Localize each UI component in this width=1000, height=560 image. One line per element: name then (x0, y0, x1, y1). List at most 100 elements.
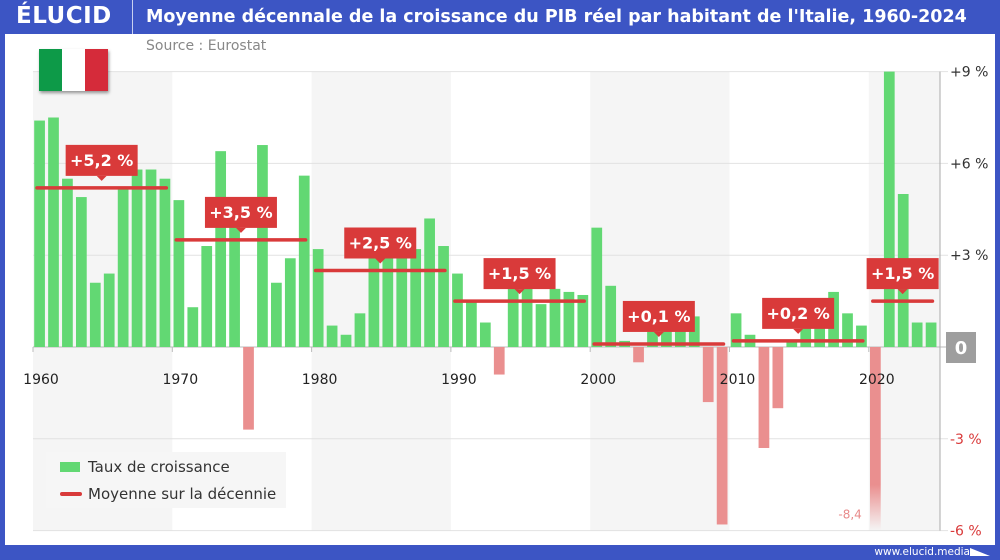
y-tick-label: -3 % (950, 432, 982, 448)
bar-1971 (187, 307, 199, 347)
footer-url[interactable]: www.elucid.media (874, 546, 970, 558)
bar-1996 (535, 304, 547, 347)
bar-1982 (340, 334, 352, 347)
bar-2012 (758, 347, 770, 448)
bar-2001 (605, 285, 617, 347)
bar-1985 (382, 258, 394, 347)
legend-swatch-bar (60, 462, 80, 472)
decade-mean-label-box-1960 (65, 144, 138, 176)
chart-title: Moyenne décennale de la croissance du PI… (146, 7, 967, 27)
decade-mean-label-box-1990 (483, 258, 556, 290)
bar-1986 (396, 255, 408, 347)
elucid-logo: ÉLUCID (16, 3, 112, 29)
decade-mean-label-box-2010 (762, 297, 835, 329)
bar-1989 (438, 246, 449, 347)
decade-mean-label-1970: +3,5 % (209, 203, 272, 222)
bar-1997 (549, 288, 561, 347)
bar-2023 (911, 322, 923, 347)
legend-item-bars: Taux de croissance (60, 458, 230, 476)
bar-2018 (842, 313, 853, 347)
bar-1968 (145, 169, 157, 347)
bar-1974 (229, 200, 240, 347)
bar-1961 (48, 117, 59, 347)
label-pointer (96, 175, 107, 181)
bar-1987 (410, 249, 422, 347)
bar-1969 (159, 178, 171, 347)
elucid-mark-icon (970, 548, 990, 556)
bar-2024 (925, 322, 937, 347)
bar-1992 (479, 322, 491, 347)
bar-1965 (103, 273, 115, 347)
y-tick-label: +9 % (950, 65, 988, 81)
legend-item-line: Moyenne sur la décennie (60, 485, 276, 503)
bar-2005 (661, 331, 672, 347)
bar-1975 (243, 347, 254, 430)
zero-badge (946, 332, 976, 363)
decade-mean-label-box-2000 (622, 300, 695, 332)
header-bar: ÉLUCID Moyenne décennale de la croissanc… (0, 0, 1000, 34)
source-note: Source : Eurostat (146, 38, 267, 54)
bar-1998 (563, 291, 575, 347)
bar-1984 (368, 258, 380, 347)
bar-1995 (521, 273, 533, 347)
bar-1966 (117, 187, 129, 347)
y-tick-label-0: 0 (955, 338, 968, 359)
bar-1967 (131, 169, 143, 347)
decade-mean-label-2010: +0,2 % (766, 304, 829, 323)
bar-1973 (215, 151, 227, 347)
bar-1963 (75, 197, 87, 347)
bar-1976 (257, 145, 268, 347)
legend-label-bars: Taux de croissance (88, 458, 230, 476)
decade-mean-label-box-2020 (866, 258, 939, 290)
label-pointer (653, 331, 664, 337)
y-tick-label: +6 % (950, 156, 988, 172)
bar-2008 (702, 347, 714, 403)
label-pointer (235, 227, 246, 233)
decade-mean-label-1960: +5,2 % (70, 151, 133, 170)
x-tick-label-1990: 1990 (441, 372, 477, 388)
bar-1978 (284, 258, 296, 347)
decade-mean-label-1990: +1,5 % (488, 264, 551, 283)
y-tick-label: +3 % (950, 248, 988, 264)
bar-1960 (34, 120, 45, 347)
bar-2004 (647, 331, 658, 347)
y-tick-label: -6 % (950, 524, 982, 540)
x-tick-label-2010: 2010 (720, 372, 756, 388)
bar-2019 (856, 325, 867, 347)
bar-1962 (62, 178, 73, 347)
label-pointer (793, 328, 804, 334)
decade-mean-label-box-1970 (204, 196, 277, 228)
x-tick-label-1980: 1980 (302, 372, 338, 388)
label-pointer (375, 258, 386, 264)
decade-mean-label-2020: +1,5 % (871, 264, 934, 283)
x-tick-label-1960: 1960 (23, 372, 59, 388)
bar-2003 (633, 347, 644, 363)
header-divider (132, 0, 133, 34)
bar-2020 (870, 347, 881, 531)
decade-mean-label-1980: +2,5 % (349, 234, 412, 253)
bar-1979 (298, 175, 310, 347)
legend-swatch-line (60, 492, 82, 496)
bar-1983 (354, 313, 366, 347)
bar-1980 (312, 249, 324, 347)
bar-1970 (173, 200, 185, 347)
x-tick-label-1970: 1970 (162, 372, 198, 388)
decade-mean-label-2000: +0,1 % (627, 307, 690, 326)
bar-1994 (507, 282, 519, 347)
italy-flag-icon (39, 49, 108, 91)
label-pointer (514, 289, 525, 295)
bar-2013 (772, 347, 784, 409)
decade-mean-label-box-1980 (344, 227, 417, 259)
bar-2015 (800, 322, 812, 347)
bar-1977 (271, 282, 282, 347)
bar-2021 (883, 71, 895, 347)
legend-label-line: Moyenne sur la décennie (88, 485, 277, 503)
bar-1990 (452, 273, 463, 347)
bar-1999 (577, 294, 589, 347)
bar-1993 (493, 347, 505, 375)
bar-1972 (201, 246, 213, 347)
bar-1991 (466, 301, 477, 347)
bar-2010 (730, 313, 742, 347)
label-pointer (897, 289, 908, 295)
bar-2014 (786, 340, 798, 347)
